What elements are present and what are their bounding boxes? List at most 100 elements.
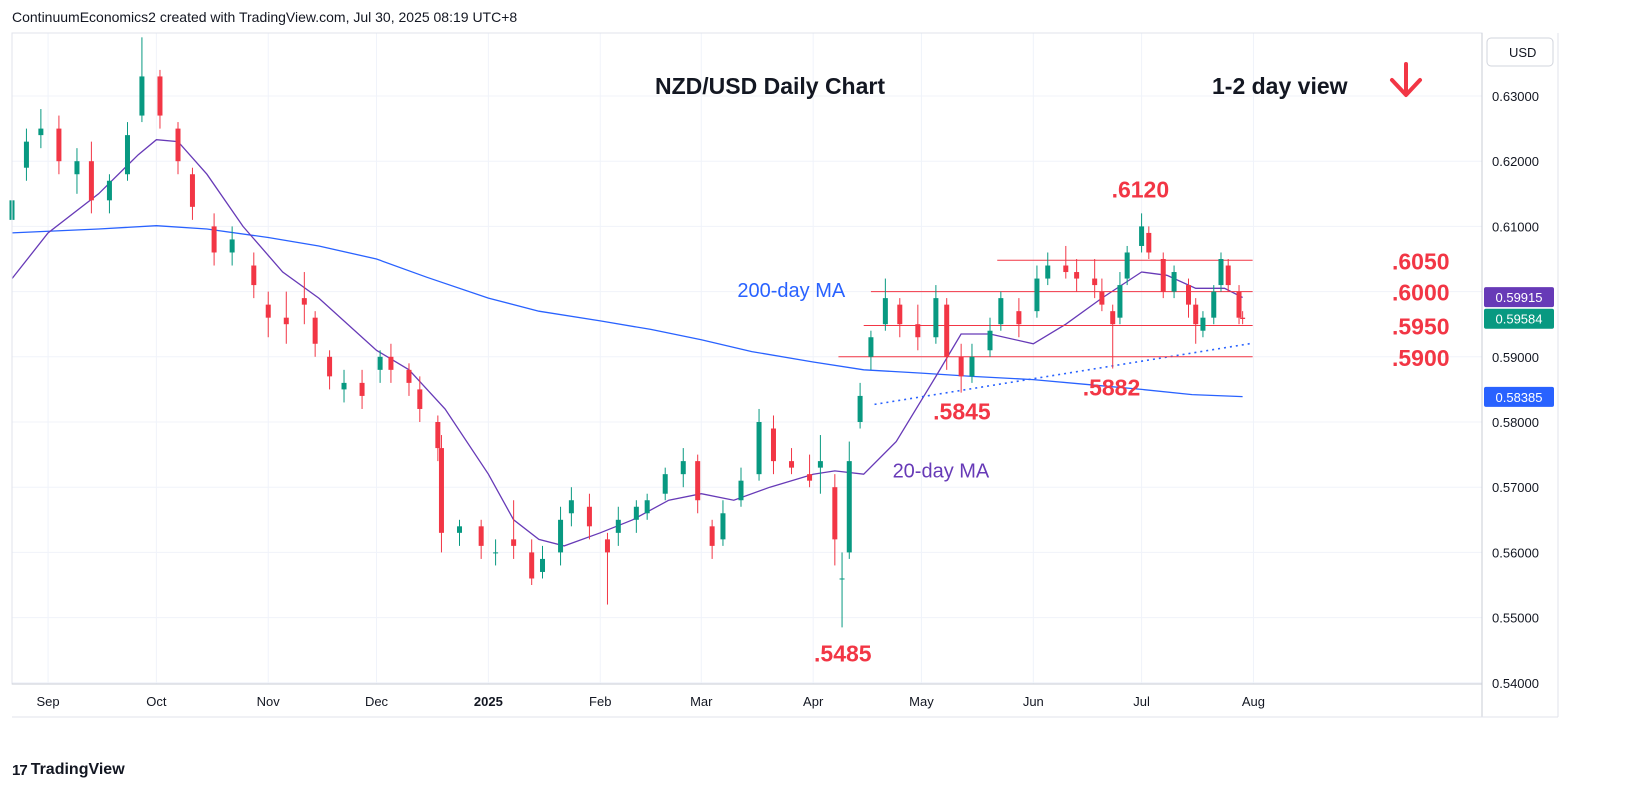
candle-up [341,382,347,390]
candle-up [1139,226,1145,246]
price-badge-label: 0.59584 [1496,312,1543,327]
candle-up [662,474,668,494]
candle-up [846,461,852,553]
candle-up [738,480,744,501]
candle-up [615,519,621,533]
chart-title: NZD/USD Daily Chart [655,73,885,99]
candle-up [23,141,29,168]
point-label: .5882 [1083,375,1141,401]
support-resistance-levels [838,259,1254,406]
candle-up [124,135,130,175]
candle-down [1236,291,1242,318]
candle-down [157,76,163,116]
level-label: .5900 [1392,345,1450,371]
x-tick-label: Feb [589,694,611,709]
candle-up [882,298,888,325]
x-tick-label: Mar [690,694,713,709]
candle-up [720,513,726,540]
ma-200-label: 200-day MA [737,280,845,302]
x-tick-label: Nov [257,694,281,709]
candle-up [817,461,823,468]
candle-down [251,265,257,286]
candle-down [1240,317,1246,319]
candle-down [438,448,444,533]
tradingview-logo-icon: 17 [12,761,28,779]
candle-up [1200,317,1206,331]
level-label: .5950 [1392,314,1450,340]
x-tick-label: Dec [365,694,389,709]
price-badge [1484,308,1554,329]
y-tick-label: 0.57000 [1492,480,1539,495]
point-label: .5845 [933,399,991,425]
candle-down [88,161,94,201]
ma-20-line [11,139,1243,547]
chart-grid [12,33,1482,684]
y-tick-label: 0.59000 [1492,350,1539,365]
candle-up [1171,272,1177,292]
candle-down [327,356,333,377]
candle-down [1063,265,1069,273]
candle-up [987,330,993,351]
candle-down [511,539,517,546]
candle-up [969,356,975,377]
x-tick-label: Jul [1133,694,1150,709]
level-label: .6050 [1392,248,1450,274]
currency-selector[interactable] [1486,37,1554,67]
candle-up [1124,252,1130,279]
candle-up [998,298,1004,325]
tradingview-branding[interactable]: 17 TradingView [12,761,125,779]
y-tick-label: 0.56000 [1492,545,1539,560]
candle-down [1099,291,1105,305]
candle-up [644,500,650,514]
candle-up [1211,291,1217,318]
candle-down [175,128,181,162]
y-tick-label: 0.61000 [1492,219,1539,234]
chart-attribution: ContinuumEconomics2 created with Trading… [12,9,518,25]
candle-up [229,239,235,253]
y-tick-label: 0.62000 [1492,154,1539,169]
down-arrow-icon [1390,62,1422,97]
point-label: .5485 [814,640,872,666]
brand-name: TradingView [30,761,125,778]
candle-up [680,461,686,475]
candle-down [265,304,271,318]
candle-down [1186,285,1192,305]
candle-down [406,369,412,383]
candle-down [189,174,195,207]
axes: 0.630000.620000.610000.600000.590000.580… [11,32,1559,718]
candle-down [604,539,610,553]
candle-down [1074,272,1080,279]
ma-200-line [11,225,1243,398]
x-tick-label: Apr [803,694,824,709]
candle-down [1225,265,1231,286]
view-label: 1-2 day view [1212,73,1348,99]
candle-up [493,552,499,554]
y-tick-label: 0.58000 [1492,415,1539,430]
level-label: .6000 [1392,280,1450,306]
candle-down [897,304,903,325]
candle-down [709,526,715,546]
candle-up [933,298,939,338]
candle-down [359,382,365,396]
candle-down [1016,311,1022,325]
point-label: .6120 [1112,176,1170,202]
price-badge-label: 0.59915 [1496,290,1543,305]
candle-up [633,506,639,520]
candle-up [38,128,44,136]
candle-down [529,552,535,579]
candle-up [377,356,383,370]
y-tick-label: 0.54000 [1492,676,1539,691]
candle-up [540,558,546,572]
candle-up [106,180,112,201]
candle-down [478,526,484,546]
candle-up [868,337,874,357]
x-tick-label: May [909,694,934,709]
x-tick-label: 2025 [474,694,503,709]
x-tick-label: Aug [1242,694,1265,709]
y-tick-label: 0.63000 [1492,89,1539,104]
candle-up [74,161,80,175]
candle-down [958,356,964,377]
candle-up [568,500,574,514]
candle-up [558,519,564,553]
